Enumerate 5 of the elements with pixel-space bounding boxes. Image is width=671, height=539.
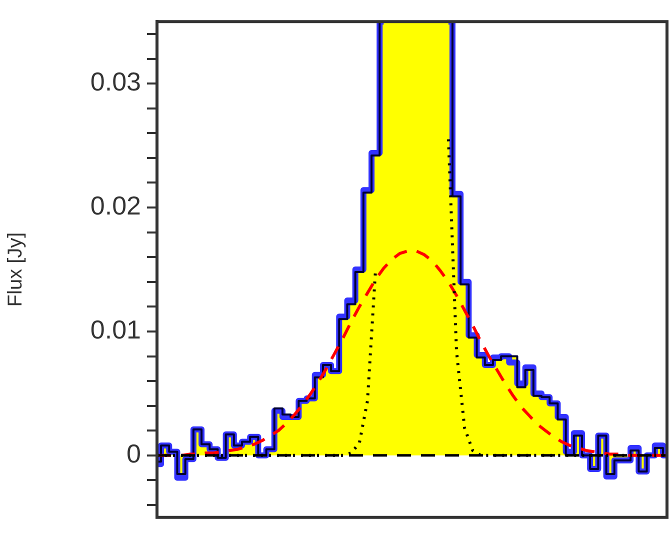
y-tick-label: 0.03 xyxy=(90,66,141,97)
y-tick-label: 0.01 xyxy=(90,314,141,345)
y-tick-label: 0 xyxy=(126,438,141,469)
y-tick-label: 0.02 xyxy=(90,190,141,221)
y-axis-title: Flux [Jy] xyxy=(4,232,27,307)
